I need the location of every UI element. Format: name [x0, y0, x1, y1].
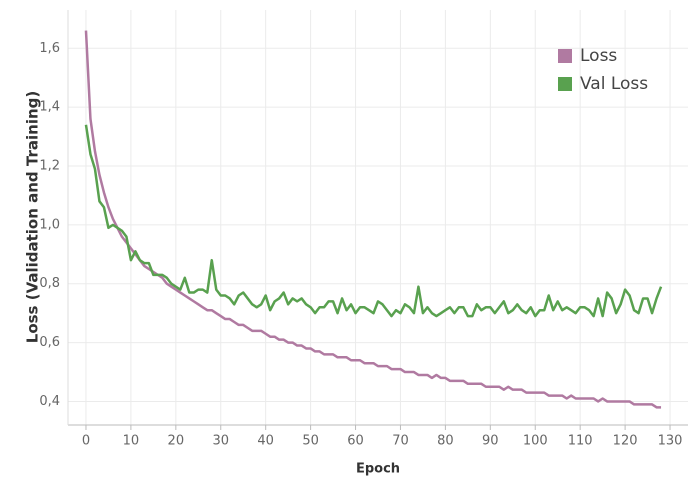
x-tick-label: 30: [212, 434, 229, 449]
legend-text: Loss: [580, 46, 617, 66]
x-axis-title: Epoch: [356, 462, 400, 477]
y-tick-label: 0,6: [39, 335, 60, 350]
x-tick-label: 110: [568, 434, 593, 449]
x-tick-label: 80: [437, 434, 454, 449]
x-tick-label: 90: [482, 434, 499, 449]
legend-text: Val Loss: [580, 74, 648, 94]
x-tick-label: 40: [257, 434, 274, 449]
y-tick-label: 1,0: [39, 217, 60, 232]
x-tick-label: 0: [82, 434, 90, 449]
x-tick-label: 10: [123, 434, 140, 449]
x-tick-label: 20: [168, 434, 185, 449]
x-tick-label: 100: [523, 434, 548, 449]
y-tick-label: 1,4: [39, 100, 60, 115]
legend-swatch: [558, 77, 572, 91]
y-axis-title: Loss (Validation and Training): [24, 91, 42, 343]
y-tick-label: 1,6: [39, 41, 60, 56]
y-tick-label: 1,2: [39, 158, 60, 173]
x-tick-label: 60: [347, 434, 364, 449]
series-line: [84, 124, 663, 318]
x-tick-label: 50: [302, 434, 319, 449]
x-tick-label: 120: [613, 434, 638, 449]
series-line: [84, 30, 662, 409]
x-tick-label: 70: [392, 434, 409, 449]
y-tick-label: 0,4: [39, 394, 60, 409]
legend-swatch: [558, 49, 572, 63]
y-tick-label: 0,8: [39, 276, 60, 291]
x-tick-label: 130: [658, 434, 683, 449]
